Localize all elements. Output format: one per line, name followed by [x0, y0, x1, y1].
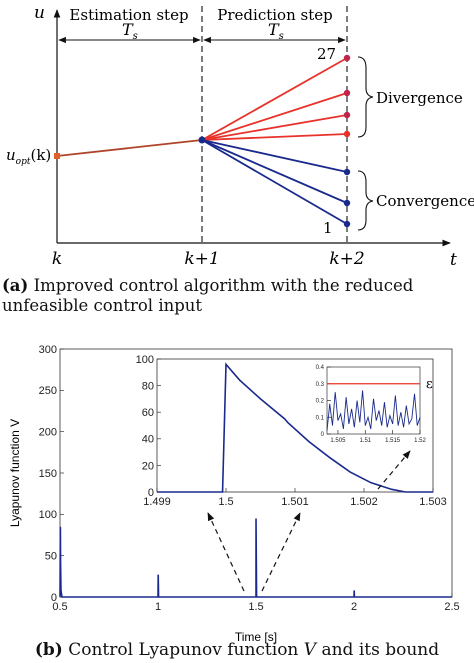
- a-x-tick-k: k: [52, 249, 62, 269]
- b-inset-series: [156, 362, 434, 493]
- b-inset2-ticks: 1.505 1.51 1.515 1.52 0 0.1 0.2 0.3 0.4: [316, 365, 427, 444]
- y-tick-label: 0: [51, 592, 57, 604]
- a-branch-point: [198, 136, 206, 144]
- b-pointer-left: [207, 512, 245, 592]
- caption-a-tag: (a): [2, 276, 29, 295]
- a-period-label-1: Ts: [122, 20, 138, 42]
- a-axis-y-label: u: [34, 3, 45, 23]
- x-tick-label: 1.52: [414, 438, 426, 444]
- a-conv-line-2: [201, 139, 348, 204]
- x-tick-label: 1.515: [385, 438, 401, 444]
- y-tick-label: 0.3: [316, 382, 325, 388]
- caption-a: (a) Improved control algorithm with the …: [2, 276, 472, 316]
- x-tick-label: 1.503: [419, 496, 447, 508]
- x-tick-label: 1.5: [248, 601, 263, 613]
- a-conv-line-1: [201, 139, 348, 173]
- y-tick-label: 250: [39, 385, 57, 397]
- x-tick-label: 0.5: [52, 601, 67, 613]
- y-tick-label: 100: [136, 354, 154, 366]
- a-u-opt-marker: [54, 153, 60, 159]
- lyapunov-series-line: [59, 518, 452, 598]
- y-tick-label: 100: [39, 509, 57, 521]
- a-phase-prediction: Prediction step: [217, 6, 332, 24]
- a-div-end-3: [343, 111, 351, 119]
- b-pointer-right: [261, 512, 301, 592]
- a-div-end-4: [343, 130, 351, 138]
- a-divergence-label: Divergence: [376, 89, 463, 107]
- y-tick-label: 40: [142, 434, 154, 446]
- a-div-line-4: [201, 133, 348, 141]
- caption-b: (b) Control Lyapunov function V and its …: [0, 640, 474, 660]
- a-phase-estimation: Estimation step: [69, 6, 188, 24]
- a-x-tick-k2: k+2: [329, 249, 364, 269]
- a-convergence-label: Convergence: [376, 192, 474, 210]
- y-tick-label: 50: [45, 551, 57, 563]
- a-conv-line-3: [201, 139, 348, 225]
- a-axis-x-label: t: [450, 250, 457, 270]
- caption-a-text: Improved control algorithm with the redu…: [2, 276, 414, 315]
- b-epsilon-label: ε: [426, 377, 433, 392]
- a-convergence-lines: [201, 139, 348, 225]
- x-tick-label: 1.501: [281, 496, 309, 508]
- a-conv-end-1: [343, 168, 351, 176]
- a-x-tick-k1: k+1: [184, 249, 219, 269]
- a-conv-end-3: [343, 220, 351, 228]
- a-div-line-2: [201, 92, 348, 141]
- a-div-end-2: [343, 89, 351, 97]
- y-tick-label: 0: [148, 487, 154, 499]
- caption-b-text-post: and its bound: [321, 640, 440, 660]
- caption-b-var: V: [303, 640, 317, 660]
- y-tick-label: 80: [142, 380, 154, 392]
- caption-b-tag: (b): [34, 640, 63, 660]
- y-tick-label: 200: [39, 427, 57, 439]
- a-history-line: [56, 139, 203, 157]
- y-tick-label: 0.2: [316, 399, 325, 405]
- a-convergence-brace: [357, 170, 374, 231]
- y-tick-label: 300: [39, 344, 57, 356]
- y-tick-label: 60: [142, 407, 154, 419]
- a-top-index: 27: [317, 45, 336, 63]
- a-divergence-brace: [357, 56, 374, 138]
- y-tick-label: 0: [321, 432, 325, 438]
- b-main-series: [59, 518, 453, 598]
- a-u-opt-label: uopt(k): [6, 146, 51, 167]
- x-tick-label: 1.502: [350, 496, 378, 508]
- a-div-line-1: [201, 57, 348, 141]
- y-tick-label: 0.4: [316, 365, 325, 371]
- a-div-line-3: [201, 114, 348, 141]
- x-tick-label: 1.51: [359, 438, 371, 444]
- b-inset2-series: [326, 383, 421, 431]
- y-tick-label: 0.1: [316, 415, 325, 421]
- b-ylabel: Lyapunov function V: [8, 419, 22, 527]
- caption-b-text-pre: Control Lyapunov function: [68, 640, 299, 660]
- x-tick-label: 2: [351, 601, 357, 613]
- x-tick-label: 1.499: [143, 496, 171, 508]
- a-conv-end-2: [343, 199, 351, 207]
- figure-a-diagram: u t Estimation step Prediction step Ts T…: [6, 3, 474, 270]
- x-tick-label: 2.5: [444, 601, 459, 613]
- x-tick-label: 1: [155, 601, 161, 613]
- x-tick-label: 1.5: [218, 496, 233, 508]
- a-divergence-lines: [201, 57, 348, 141]
- y-tick-label: 20: [142, 460, 154, 472]
- a-bottom-index: 1: [323, 219, 333, 237]
- a-period-label-2: Ts: [268, 20, 284, 42]
- b-xlabel: Time [s]: [235, 630, 277, 644]
- a-div-end-1: [343, 54, 351, 62]
- inset-lyapunov-line: [157, 362, 433, 493]
- x-tick-label: 1.505: [330, 438, 346, 444]
- y-tick-label: 150: [39, 468, 57, 480]
- b-inset-ticks: 1.499 1.5 1.501 1.502 1.503 0 20 40 60 80 100: [136, 354, 447, 508]
